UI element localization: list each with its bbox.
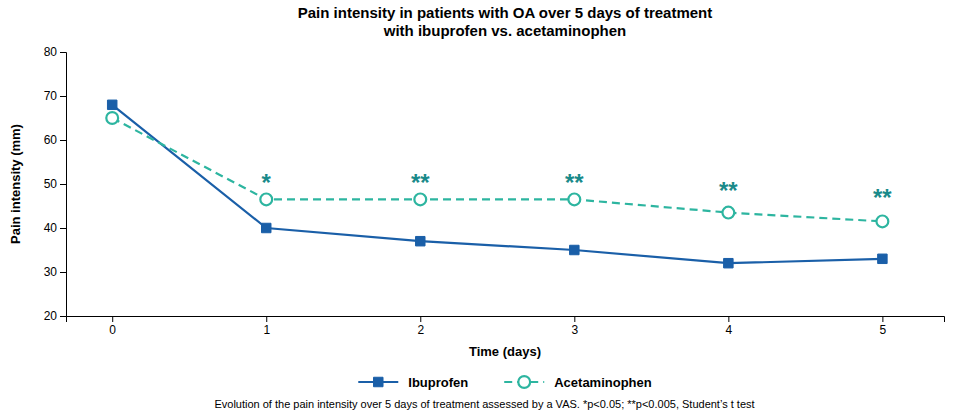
x-tick: 2 — [417, 316, 424, 337]
legend-item: Ibuprofen — [358, 375, 468, 390]
annotations: ********* — [262, 169, 893, 211]
legend-label: Acetaminophen — [554, 375, 652, 390]
y-tick-mark — [60, 184, 66, 185]
y-tick-label: 70 — [44, 89, 58, 103]
y-tick-mark — [60, 52, 66, 53]
y-axis-title: Pain intensity (mm) — [8, 124, 23, 244]
legend-item: Acetaminophen — [504, 375, 652, 390]
y-tick: 60 — [44, 133, 66, 147]
x-axis: 0 1 2 3 4 5 — [67, 316, 945, 337]
title: Pain intensity in patients with OA over … — [298, 4, 713, 39]
series-marker — [107, 100, 116, 109]
footnote: Evolution of the pain intensity over 5 d… — [214, 398, 754, 410]
significance-mark: ** — [873, 184, 892, 211]
x-axis-title: Time (days) — [469, 344, 541, 359]
y-tick-mark — [60, 316, 66, 317]
title-line: Pain intensity in patients with OA over … — [298, 4, 713, 21]
y-tick-label: 80 — [44, 45, 58, 59]
y-tick: 20 — [44, 309, 66, 323]
chart: 01234520304050607080*********Pain intens… — [0, 0, 969, 416]
x-tick-mark — [266, 316, 267, 322]
y-tick: 40 — [44, 221, 66, 235]
x-tick-mark — [112, 316, 113, 322]
significance-mark: ** — [411, 169, 430, 196]
series-line — [112, 105, 882, 263]
series-marker — [570, 245, 579, 254]
y-tick-mark — [60, 140, 66, 141]
x-tick-label: 0 — [109, 323, 116, 337]
y-tick-mark — [60, 228, 66, 229]
x-tick: 4 — [726, 316, 733, 337]
title-line: with ibuprofen vs. acetaminophen — [383, 22, 627, 39]
series-marker — [106, 112, 118, 124]
x-tick: 3 — [571, 316, 578, 337]
legend-label: Ibuprofen — [408, 375, 468, 390]
series-marker — [878, 254, 887, 263]
x-tick-label: 4 — [726, 323, 733, 337]
y-tick-label: 60 — [44, 133, 58, 147]
x-tick-mark — [728, 316, 729, 322]
series-marker — [262, 223, 271, 232]
x-tick-label: 3 — [571, 323, 578, 337]
y-tick-mark — [60, 272, 66, 273]
x-tick-label: 1 — [263, 323, 270, 337]
x-tick-mark — [574, 316, 575, 322]
x-tick: 0 — [109, 316, 116, 337]
x-tick: 5 — [880, 316, 887, 337]
x-axis-line — [67, 317, 945, 323]
series-marker — [724, 258, 733, 267]
y-tick-label: 20 — [44, 309, 58, 323]
y-tick: 50 — [44, 177, 66, 191]
x-tick-mark — [882, 316, 883, 322]
series-marker — [722, 207, 734, 219]
plot-area — [106, 100, 888, 268]
y-tick: 70 — [44, 89, 66, 103]
y-tick: 80 — [44, 45, 66, 59]
x-tick-label: 5 — [880, 323, 887, 337]
x-tick-mark — [420, 316, 421, 322]
x-tick: 1 — [263, 316, 270, 337]
legend-swatch-marker — [518, 376, 530, 388]
y-axis: 20 30 40 50 60 70 80 — [44, 45, 67, 323]
significance-mark: ** — [719, 177, 738, 204]
y-tick-label: 30 — [44, 265, 58, 279]
legend: Ibuprofen Acetaminophen — [358, 375, 652, 390]
series-marker — [416, 236, 425, 245]
significance-mark: ** — [565, 169, 584, 196]
y-tick-mark — [60, 96, 66, 97]
x-tick-label: 2 — [417, 323, 424, 337]
y-tick-label: 40 — [44, 221, 58, 235]
y-tick: 30 — [44, 265, 66, 279]
series-line — [112, 118, 882, 221]
legend-swatch-marker — [374, 377, 383, 386]
y-tick-label: 50 — [44, 177, 58, 191]
y-axis-line — [60, 53, 67, 317]
significance-mark: * — [262, 169, 272, 196]
series-marker — [876, 215, 888, 227]
